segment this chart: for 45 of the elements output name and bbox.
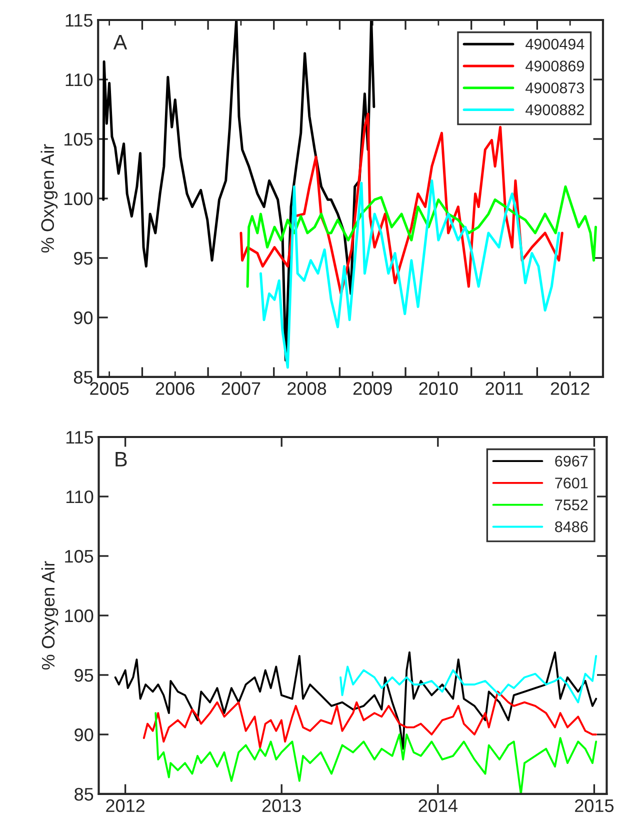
legend-label: 7552 — [555, 500, 588, 510]
line-series — [142, 690, 598, 749]
annotation: A — [113, 35, 128, 50]
y-tick-label: 85 — [74, 788, 94, 801]
line-series — [102, 20, 376, 362]
x-tick-label: 2007 — [222, 382, 260, 395]
annotation: B — [116, 452, 127, 466]
x-tick-label: 2012 — [550, 382, 590, 395]
y-tick-label: 95 — [74, 252, 92, 265]
x-tick-label: 2014 — [418, 799, 458, 812]
legend-label: 4900869 — [526, 60, 584, 72]
y-tick-label: 105 — [65, 550, 94, 563]
y-tick-label: 110 — [66, 490, 94, 504]
x-tick-label: 2005 — [90, 382, 129, 395]
y-tick-label: 115 — [66, 431, 94, 444]
legend-label: 4900882 — [526, 104, 584, 116]
x-tick-label: 2011 — [486, 382, 523, 395]
y-axis-title: % Oxygen Air — [40, 144, 58, 253]
line-series — [154, 712, 598, 794]
x-tick-label: 2006 — [156, 382, 194, 395]
y-tick-label: 90 — [74, 728, 94, 742]
line-series — [114, 651, 598, 750]
x-tick-label: 2010 — [419, 382, 458, 395]
y-tick-label: 100 — [64, 192, 93, 206]
y-tick-label: 85 — [74, 370, 92, 384]
line-series — [246, 185, 597, 288]
x-tick-label: 2008 — [288, 382, 326, 395]
y-tick-label: 90 — [74, 311, 93, 324]
x-tick-label: 2012 — [106, 799, 144, 812]
line-series — [259, 179, 560, 369]
legend-label: 8486 — [555, 521, 588, 532]
legend-label: 4900494 — [526, 38, 584, 50]
y-tick-label: 115 — [66, 14, 93, 27]
y-tick-label: 105 — [64, 132, 93, 146]
y-tick-label: 110 — [66, 73, 93, 86]
legend-label: 6967 — [555, 456, 588, 467]
line-series — [340, 654, 598, 704]
x-tick-label: 2009 — [353, 382, 392, 395]
legend-label: 7601 — [555, 478, 588, 488]
x-tick-label: 2013 — [262, 799, 301, 812]
y-tick-label: 100 — [65, 609, 94, 622]
legend-label: 4900873 — [526, 82, 584, 94]
y-tick-label: 95 — [74, 668, 94, 682]
y-axis-title: % Oxygen Air — [41, 561, 58, 670]
x-tick-label: 2015 — [575, 799, 614, 812]
